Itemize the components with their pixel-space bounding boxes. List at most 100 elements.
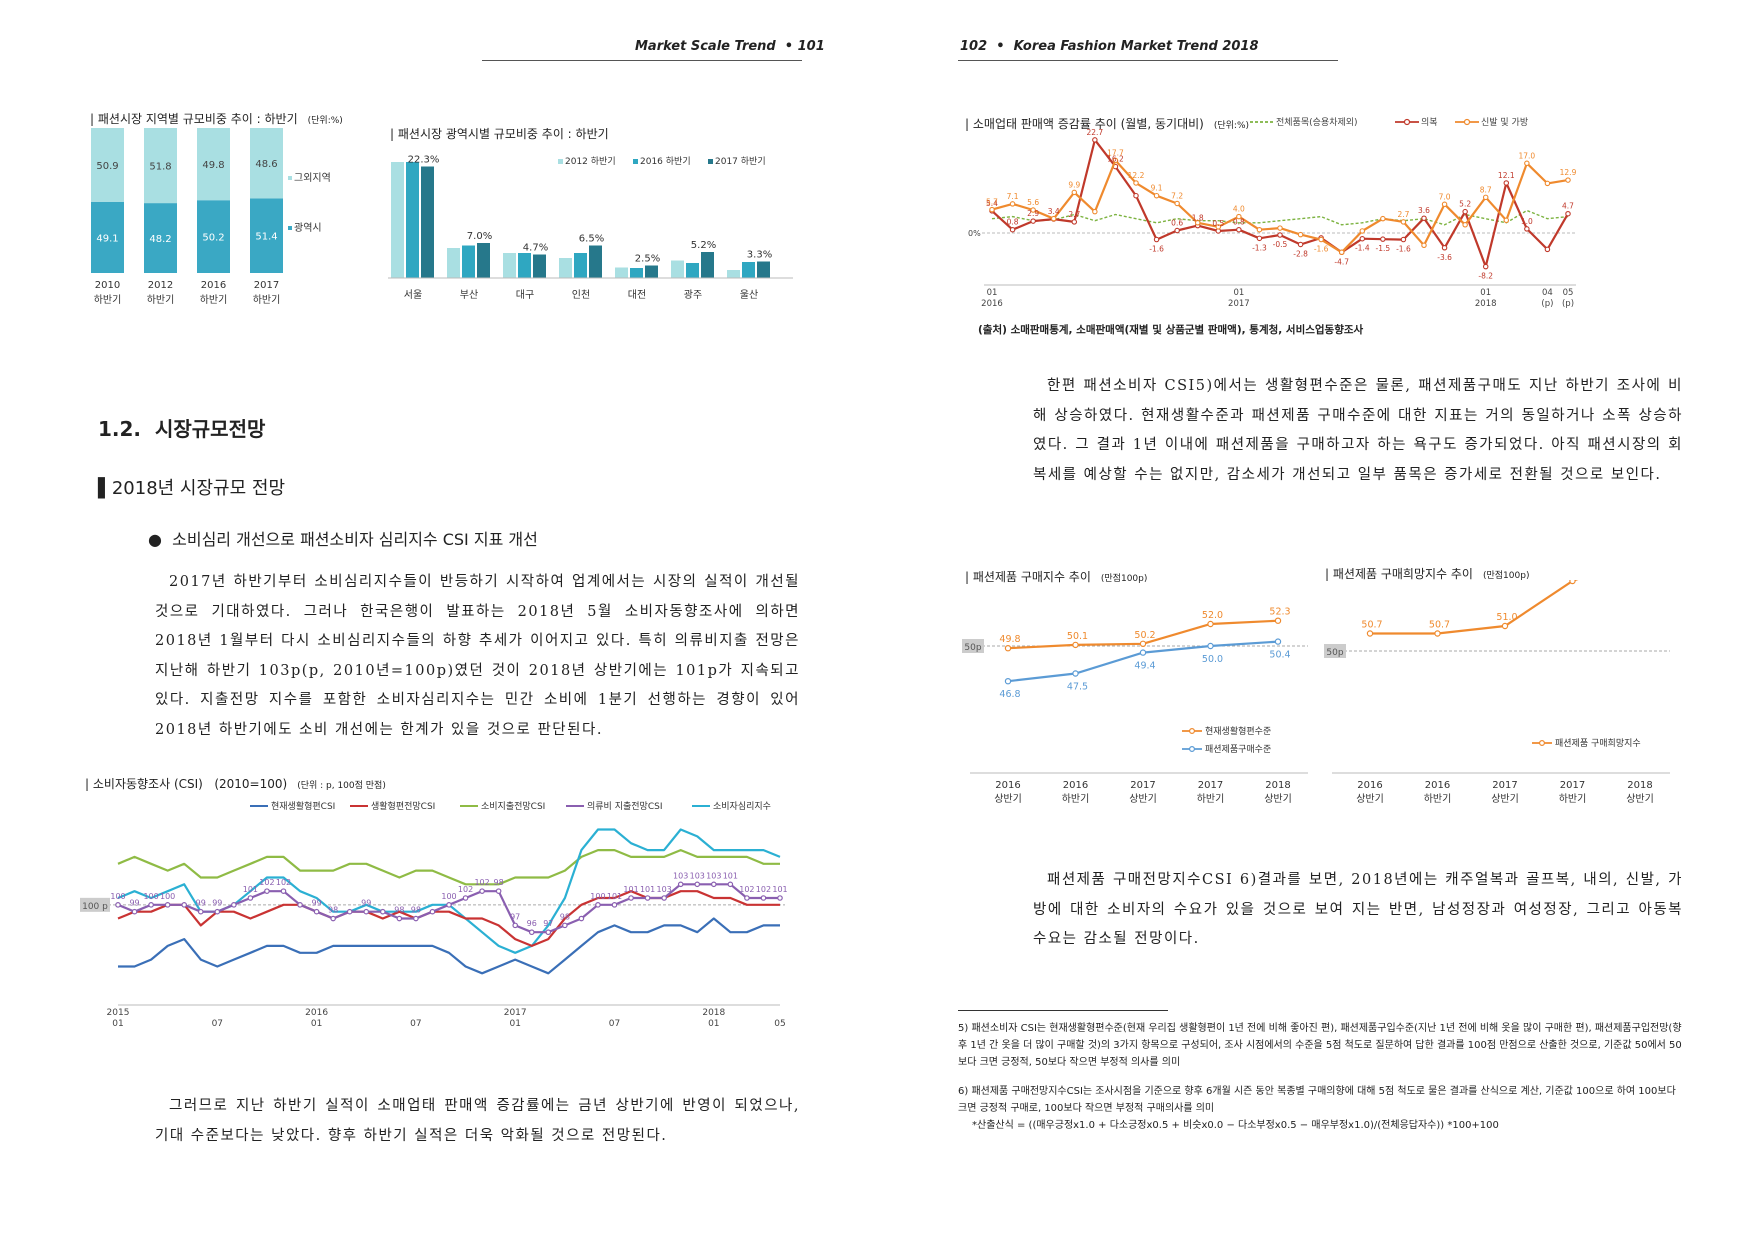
fig5-series-point — [1072, 670, 1079, 677]
fig3-point-label: 100 — [160, 892, 175, 901]
fig2-data-label: 4.7% — [523, 243, 548, 254]
fig4-series-point — [1565, 177, 1571, 183]
fig2-bar — [757, 261, 770, 278]
fig3-x-tick-month: 01 — [112, 1019, 123, 1029]
fig4-value-label: 9.9 — [1068, 180, 1080, 189]
fig1-bar-other — [144, 128, 177, 204]
fig4-x-tick-month: 01 — [987, 288, 998, 298]
fig3-point-label: 102 — [458, 885, 473, 894]
fig1-bar-other — [197, 128, 230, 201]
fig3-series-point — [247, 895, 254, 901]
fig3-x-tick-month: 01 — [311, 1019, 322, 1029]
fig4-value-label: 0.5 — [1212, 219, 1224, 228]
fig6-x-tick-year: 2016 — [1425, 780, 1450, 791]
fig5-legend-marker — [1189, 746, 1196, 753]
fig4-series-point — [1441, 201, 1448, 208]
fig4-series-point — [1359, 235, 1366, 242]
fig4-x-tick-month: 04 — [1542, 288, 1553, 298]
fig5-x-tick-year: 2017 — [1130, 780, 1155, 791]
fig2-x-tick: 대구 — [516, 289, 534, 301]
fig2-bar — [589, 245, 602, 278]
fig3-point-label: 98 — [411, 906, 421, 915]
fig4-value-label: -0.5 — [1273, 240, 1288, 249]
fig2-bar — [447, 248, 460, 278]
fig4-series-point — [1482, 263, 1489, 270]
fig2-bar — [686, 263, 699, 278]
fig4-value-label: 9.1 — [1151, 184, 1163, 193]
fig6-x-tick-half: 하반기 — [1424, 792, 1452, 805]
fig4-value-label: 3.4 — [1048, 207, 1060, 216]
fig4-value-label: 5.7 — [986, 198, 998, 207]
fig3-series-point — [429, 908, 436, 915]
fig4-value-label: 3.6 — [1418, 206, 1430, 215]
fig4-series-point — [1009, 201, 1016, 207]
right-header-rule — [958, 60, 1338, 61]
fig3-series-point — [346, 908, 353, 915]
fig4-value-label: -1.5 — [1376, 244, 1391, 253]
fig2-grouped-bar-chart: 2012 하반기 2016 하반기 2017 하반기 22.3% 서울 7.0% 부산 4.7… — [388, 155, 793, 301]
fig4-series-point — [1524, 160, 1530, 167]
fig2-bar — [615, 267, 628, 278]
fig1-x-tick-half: 하반기 — [200, 293, 228, 306]
fig4-series-point — [1030, 207, 1036, 213]
fig1-bar-metro — [250, 198, 283, 273]
fig3-legend-label: 현재생활형편CSI — [271, 800, 335, 812]
fig2-data-label: 22.3% — [408, 155, 440, 166]
fig2-bar — [406, 162, 419, 278]
fig4-value-label: 7.1 — [1007, 192, 1019, 201]
fig4-value-label: -1.6 — [1314, 245, 1329, 254]
fig1-bar-metro — [144, 203, 177, 273]
fig2-bar — [671, 260, 684, 278]
fig3-series-point — [214, 908, 221, 915]
right-running-header: 102 • Korea Fashion Market Trend 2018 — [960, 39, 1259, 54]
fig4-value-label: 5.2 — [1459, 200, 1471, 209]
fig5-series-point — [1004, 644, 1012, 652]
fig2-bar — [701, 252, 714, 278]
fig1-bar-metro — [91, 201, 124, 273]
fig4-series-point — [1030, 218, 1036, 224]
fig4-value-label: -1.6 — [1396, 245, 1411, 254]
footnote-6: 6) 패션제품 구매전망지수CSI는 조사시점을 기준으로 향후 6개월 시즌 … — [958, 1086, 1676, 1114]
subsection-heading: ▌2018년 시장규모 전망 — [98, 478, 286, 499]
fig3-series-point — [413, 915, 419, 922]
fig3-title: | 소비자동향조사 (CSI) (2010=100) (단위 : p, 100점 … — [85, 777, 386, 791]
fig4-series-point — [1153, 236, 1160, 243]
fig3-series-point — [462, 895, 469, 901]
fig4-x-tick-month: 05 — [1563, 288, 1574, 298]
fig3-point-label: 99 — [212, 899, 222, 908]
fig1-x-tick-year: 2010 — [95, 280, 120, 291]
fig3-point-label: 98 — [560, 912, 570, 921]
fig5-legend-label: 현재생활형편수준 — [1205, 725, 1271, 737]
fig1-bar-label: 48.6 — [255, 159, 277, 170]
fig4-value-label: 22.7 — [1087, 128, 1104, 137]
fig3-point-label: 102 — [756, 885, 771, 894]
fig4-value-label: 16.2 — [1107, 155, 1124, 164]
fig2-bar — [477, 243, 490, 278]
fig3-point-label: 101 — [623, 885, 638, 894]
fig3-x-tick-month: 01 — [708, 1019, 719, 1029]
fig4-series-point — [1236, 226, 1242, 233]
fig2-data-label: 3.3% — [747, 250, 772, 261]
fig4-value-label: 12.1 — [1498, 171, 1515, 180]
fig4-series-point — [1503, 180, 1510, 186]
fig1-legend-swatch — [288, 226, 292, 230]
fig5-series-point — [1004, 677, 1012, 685]
footnote-rule — [958, 1010, 1168, 1011]
fig5-x-tick-year: 2018 — [1265, 780, 1290, 791]
fig3-series-point — [379, 908, 386, 915]
fig3-point-label: 100 — [441, 892, 456, 901]
fig5-x-tick-half: 상반기 — [1264, 793, 1292, 805]
fig4-value-label: 0.6 — [1171, 219, 1183, 228]
fig4-series-point — [1544, 246, 1551, 253]
fig4-legend-marker — [1463, 118, 1471, 126]
fig3-series-point — [197, 908, 204, 915]
fig4-series-point — [1236, 213, 1242, 220]
fig5-x-tick-year: 2016 — [995, 780, 1020, 791]
fig3-point-label: 101 — [607, 892, 622, 901]
fig6-series-point — [1366, 630, 1374, 637]
fig4-value-label: 1.8 — [1192, 214, 1204, 223]
fig3-series-point — [264, 888, 270, 894]
fig1-x-tick-half: 하반기 — [94, 293, 122, 306]
fig3-x-tick-month: 07 — [609, 1019, 620, 1029]
